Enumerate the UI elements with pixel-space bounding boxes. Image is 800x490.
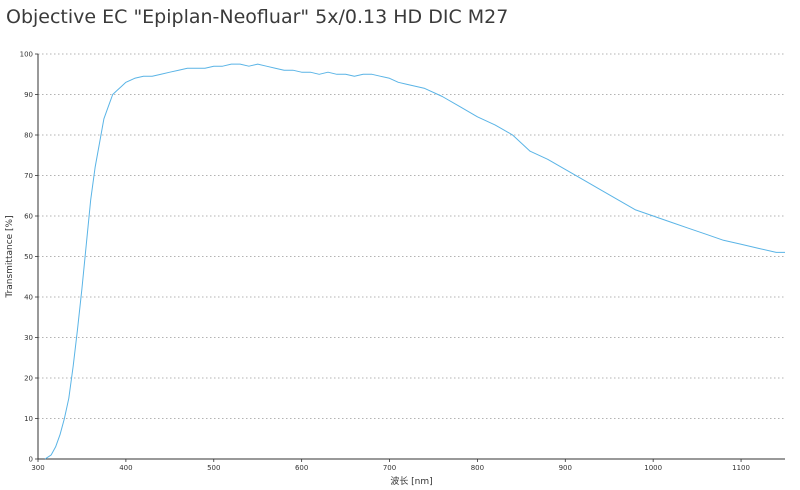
y-tick-label: 0	[29, 456, 33, 464]
x-tick-label: 700	[383, 464, 396, 472]
y-tick-label: 100	[20, 51, 33, 59]
y-tick-label: 10	[24, 415, 33, 423]
series-line-0	[44, 63, 785, 460]
x-tick-label: 300	[31, 464, 44, 472]
x-tick-label: 900	[559, 464, 572, 472]
y-tick-label: 70	[24, 172, 33, 180]
y-tick-label: 30	[24, 334, 33, 342]
x-axis-label: 波长 [nm]	[390, 475, 432, 487]
y-axis-label: Transmittance [%]	[5, 215, 15, 298]
y-tick-label: 40	[24, 294, 33, 302]
x-tick-labels: 300 400 500 600 700 800 900 1000 1100	[31, 464, 750, 472]
x-tick-label: 1000	[644, 464, 662, 472]
x-tick-label: 800	[471, 464, 484, 472]
x-tick-label: 500	[207, 464, 220, 472]
y-tick-label: 20	[24, 375, 33, 383]
chart-title: Objective EC "Epiplan-Neofluar" 5x/0.13 …	[6, 6, 509, 28]
x-tick-label: 600	[295, 464, 308, 472]
y-tick-label: 50	[24, 253, 33, 261]
x-tick-label: 400	[119, 464, 132, 472]
y-tick-label: 90	[24, 91, 33, 99]
series-lines	[44, 63, 785, 460]
y-tick-labels: 0 10 20 30 40 50 60 70 80 90 100	[20, 51, 33, 464]
y-tick-label: 80	[24, 132, 33, 140]
x-tick-label: 1100	[732, 464, 750, 472]
gridlines	[38, 53, 785, 419]
axes	[35, 53, 785, 462]
y-tick-label: 60	[24, 213, 33, 221]
